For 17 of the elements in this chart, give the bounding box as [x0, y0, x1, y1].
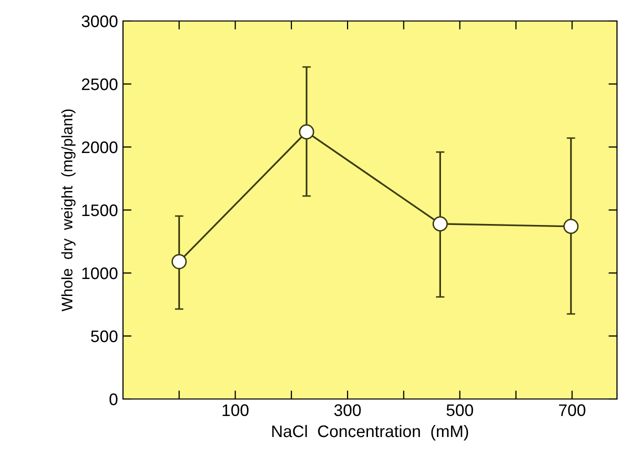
y-tick-label: 0 — [110, 393, 118, 406]
y-tick-label: 1000 — [82, 267, 118, 280]
x-tick-label: 700 — [559, 404, 586, 416]
x-tick-label: 500 — [446, 404, 474, 416]
x-axis-title: NaCl Concentration (mM) — [272, 424, 468, 440]
point — [298, 124, 314, 140]
y-tick-label: 2000 — [82, 141, 118, 154]
y-tick-label: 500 — [91, 330, 118, 342]
y-tick-label: 2500 — [82, 78, 118, 90]
point — [432, 216, 448, 232]
y-tick-label: 1500 — [82, 204, 118, 216]
x-tick-label: 100 — [222, 404, 249, 416]
y-axis-title: Whole dry weight (mg/plant) — [61, 109, 76, 312]
point — [171, 254, 187, 270]
point — [563, 218, 579, 234]
y-tick-label: 3000 — [82, 15, 118, 28]
x-tick-label: 300 — [334, 404, 361, 416]
